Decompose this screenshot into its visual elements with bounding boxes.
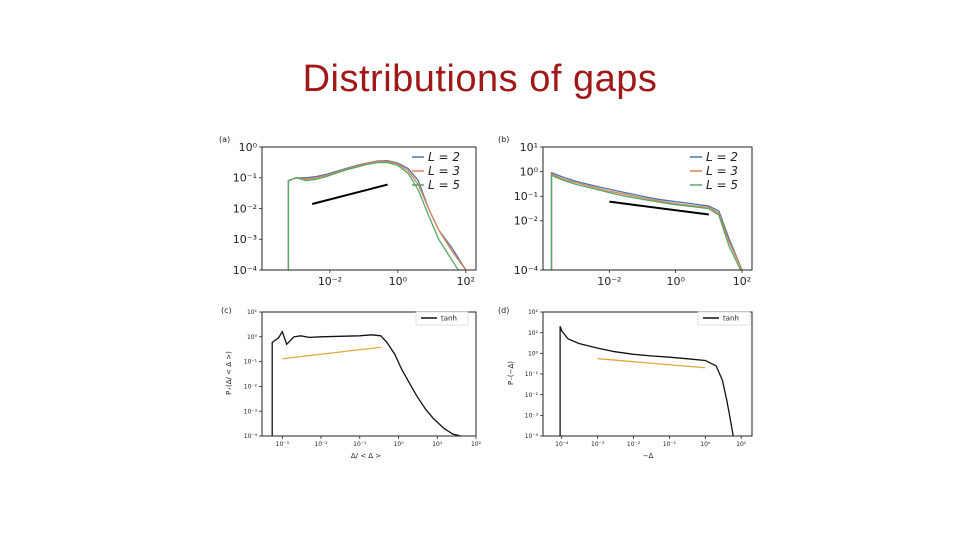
panel-label: (d): [498, 306, 509, 315]
axes-frame: [542, 311, 753, 437]
y-tick-label: 10⁻¹: [525, 371, 539, 378]
x-tick-label: 10⁰: [666, 275, 685, 288]
x-tick-label: 10²: [457, 275, 475, 288]
legend-entry-label-1: L = 2: [428, 150, 460, 164]
legend-entry-label-2: L = 3: [706, 164, 738, 178]
legend: L = 2L = 3L = 5: [412, 150, 460, 192]
y-axis-label: P₋(−Δ): [507, 361, 515, 385]
x-tick-label: 10⁰: [700, 441, 711, 448]
y-tick-label: 10⁻³: [244, 408, 258, 415]
x-tick-label: 10⁻²: [597, 275, 621, 288]
series-line-3: [550, 174, 742, 270]
power-law-guide-line: [597, 358, 706, 369]
legend-entry-label-1: L = 2: [706, 150, 738, 164]
series-line-1: [550, 171, 743, 270]
x-tick-label: 10⁻³: [276, 441, 290, 448]
y-tick-label: 10⁰: [520, 165, 539, 178]
x-axis-label: Δ/ < Δ >: [351, 452, 381, 460]
y-tick-label: 10⁰: [247, 334, 258, 341]
x-tick-label: 10⁰: [393, 441, 404, 448]
y-tick-label: 10⁻²: [525, 392, 539, 399]
y-tick-label: 10²: [528, 309, 539, 316]
x-tick-label: 10¹: [736, 441, 747, 448]
x-tick-label: 10⁻²: [314, 441, 328, 448]
x-axis-label: −Δ: [643, 452, 654, 460]
x-tick-label: 10⁻²: [318, 275, 342, 288]
y-tick-label: 10⁻²: [244, 384, 258, 391]
axes-frame: [261, 311, 477, 437]
y-tick-label: 10⁻³: [525, 412, 539, 419]
series-line-1: [271, 330, 461, 436]
series-line-3: [287, 161, 459, 270]
x-tick-label: 10²: [733, 275, 751, 288]
y-tick-label: 10⁻⁴: [525, 433, 539, 440]
y-tick-label: 10⁻⁴: [244, 433, 258, 440]
y-tick-label: 10¹: [528, 330, 539, 337]
panel-label: (c): [221, 306, 232, 315]
y-axis-label: P₊(Δ/ < Δ >): [225, 351, 233, 395]
y-tick-label: 10⁻⁴: [514, 264, 539, 277]
legend: tanh: [415, 311, 469, 326]
x-tick-label: 10¹: [432, 441, 443, 448]
legend-entry-label-1: tanh: [723, 314, 739, 322]
y-tick-label: 10⁻¹: [233, 172, 257, 185]
y-tick-label: 10¹: [247, 309, 258, 316]
legend-entry-label-3: L = 5: [428, 178, 460, 192]
y-tick-label: 10⁰: [528, 350, 539, 357]
legend-entry-label-1: tanh: [441, 314, 457, 322]
y-tick-label: 10⁻¹: [514, 190, 538, 203]
power-law-guide-line: [311, 183, 388, 205]
y-tick-label: 10⁻⁴: [233, 264, 258, 277]
x-tick-label: 10⁻¹: [663, 441, 677, 448]
x-tick-label: 10⁻¹: [353, 441, 367, 448]
series-line-1: [559, 326, 734, 436]
axes-frame: [542, 146, 753, 271]
power-law-guide-line: [609, 200, 709, 216]
x-tick-label: 10⁻⁴: [555, 441, 569, 448]
legend-entry-label-3: L = 5: [706, 178, 738, 192]
x-tick-label: 10²: [471, 441, 482, 448]
x-tick-label: 10⁻³: [591, 441, 605, 448]
slide-title: Distributions of gaps: [302, 58, 658, 100]
legend-entry-label-2: L = 3: [428, 164, 460, 178]
legend: L = 2L = 3L = 5: [690, 150, 738, 192]
chart-panel-d: (d) 10⁻⁴ 10⁻³ 10⁻² 10⁻¹ 10⁰ 10¹ 10² 10¹ 10⁰ 10⁻¹ 10…: [498, 306, 753, 460]
y-tick-label: 10⁻²: [233, 202, 257, 215]
y-tick-label: 10⁻³: [233, 233, 257, 246]
power-law-guide-line: [282, 346, 381, 360]
y-tick-label: 10⁰: [239, 141, 258, 154]
panel-label: (b): [498, 135, 509, 144]
y-tick-label: 10⁻²: [514, 215, 538, 228]
panel-label: (a): [219, 135, 230, 144]
x-tick-label: 10⁰: [389, 275, 408, 288]
y-tick-label: 10⁻¹: [244, 359, 258, 366]
chart-panel-c: (c) 10⁻³ 10⁻² 10⁻¹ 10⁰ 10¹ 10² 10¹ 10⁰ 10⁻¹ 10⁻² 10…: [221, 306, 482, 460]
y-tick-label: 10¹: [520, 141, 538, 154]
series-line-2: [287, 160, 467, 270]
legend-box: [697, 311, 751, 326]
legend-box: [415, 311, 469, 326]
x-tick-label: 10⁻²: [627, 441, 641, 448]
series-line-2: [550, 173, 743, 270]
legend: tanh: [697, 311, 751, 326]
